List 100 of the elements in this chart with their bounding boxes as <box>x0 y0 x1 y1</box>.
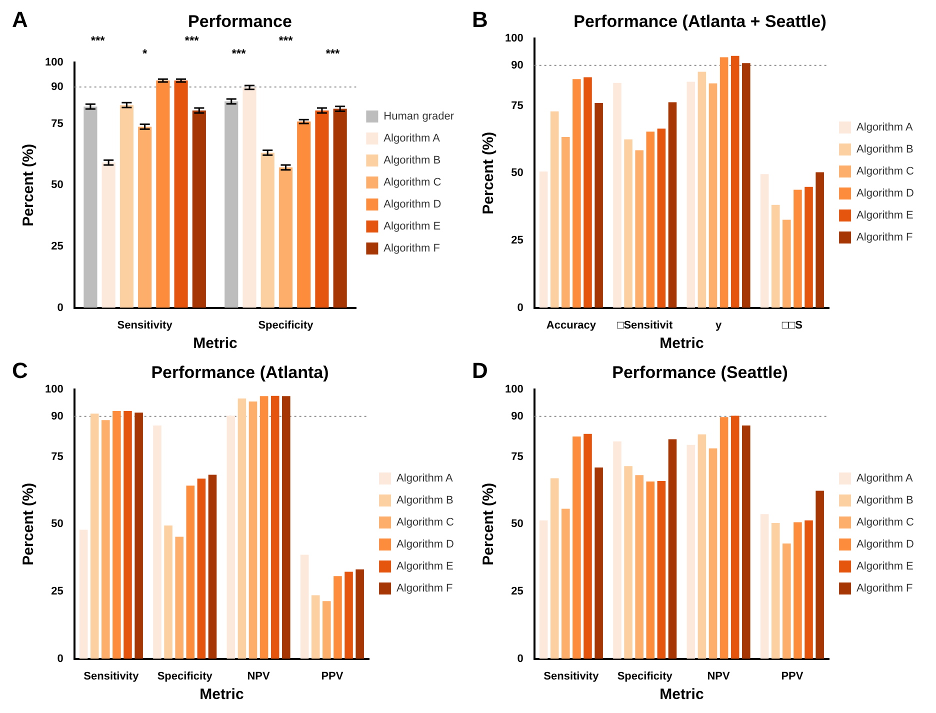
y-tick-label: 25 <box>511 585 524 598</box>
x-axis-title: Metric <box>193 335 238 352</box>
bar <box>562 508 570 659</box>
legend-label: Algorithm B <box>856 144 914 156</box>
legend-label: Algorithm F <box>856 232 914 244</box>
bar <box>668 102 677 308</box>
x-tick-label: Specificity <box>258 319 314 332</box>
legend-label: Algorithm E <box>856 560 914 573</box>
bar <box>270 396 280 659</box>
bar <box>782 220 791 308</box>
bar <box>816 490 824 659</box>
bar <box>646 482 655 659</box>
bar <box>686 444 696 659</box>
y-axis-title: Percent (%) <box>480 482 498 566</box>
bar <box>594 468 603 659</box>
bar <box>322 601 331 659</box>
bar <box>102 420 110 659</box>
legend-label: Algorithm E <box>856 210 914 222</box>
x-tick-label: Accuracy <box>546 319 597 332</box>
legend-label: Algorithm F <box>856 582 914 595</box>
legend-label: Human grader <box>384 110 454 123</box>
bar <box>730 56 740 308</box>
y-tick-label: 75 <box>51 450 64 463</box>
legend-label: Algorithm D <box>396 538 454 551</box>
bar <box>120 105 134 308</box>
bar <box>613 441 622 659</box>
bar <box>238 398 246 659</box>
bar <box>635 150 644 308</box>
bar <box>698 72 706 308</box>
bar <box>624 466 632 659</box>
bar <box>242 87 256 308</box>
bar <box>782 543 791 659</box>
x-tick-label: y <box>715 319 722 332</box>
bar <box>297 122 311 308</box>
y-tick-label: 90 <box>51 80 64 93</box>
bar <box>156 80 170 308</box>
y-tick-label: 75 <box>511 100 524 112</box>
legend-label: Algorithm B <box>384 154 441 167</box>
y-axis-title: Percent (%) <box>480 132 498 214</box>
legend-label: Algorithm E <box>384 220 441 233</box>
bar <box>720 417 728 659</box>
bar <box>720 57 728 308</box>
bar <box>208 474 217 659</box>
bar <box>730 416 740 659</box>
x-tick-label: Specificity <box>617 670 674 682</box>
chart-title: Performance (Seattle) <box>612 362 788 382</box>
bar <box>124 410 132 659</box>
y-axis-title: Percent (%) <box>20 482 38 566</box>
legend-label: Algorithm D <box>856 538 914 551</box>
bar <box>192 110 206 308</box>
y-tick-label: 50 <box>511 167 524 180</box>
bar <box>657 128 666 308</box>
bar <box>572 79 581 308</box>
y-tick-label: 50 <box>51 179 64 192</box>
bar <box>657 480 666 659</box>
text: D <box>472 358 488 384</box>
bar <box>742 63 750 308</box>
bar <box>300 554 309 659</box>
bar <box>760 174 769 308</box>
y-tick-label: 90 <box>511 59 524 72</box>
bar <box>584 434 592 659</box>
bar <box>686 82 696 308</box>
bar <box>550 478 559 659</box>
y-tick-label: 100 <box>44 383 64 396</box>
bar <box>635 475 644 659</box>
y-axis-title: Percent (%) <box>20 144 38 226</box>
y-tick-label: 25 <box>511 234 524 246</box>
bar <box>794 190 802 308</box>
bar <box>84 106 98 308</box>
x-tick-label: Sensitivity <box>117 319 174 332</box>
x-axis-title: Metric <box>660 686 704 704</box>
text: *** <box>278 34 294 48</box>
bar <box>356 569 364 659</box>
bar <box>197 478 206 659</box>
bar <box>134 412 143 659</box>
bar <box>646 132 655 308</box>
x-tick-label: PPV <box>321 670 344 682</box>
legend-label: Algorithm D <box>384 198 442 211</box>
x-axis-title: Metric <box>200 686 244 704</box>
bar <box>771 523 780 659</box>
y-tick-label: 100 <box>504 32 524 44</box>
chart-title: Performance (Atlanta + Seattle) <box>574 12 826 31</box>
legend-label: Algorithm C <box>856 166 914 178</box>
chart-title: Performance <box>188 12 292 31</box>
y-tick-label: 100 <box>44 56 64 68</box>
y-tick-label: 25 <box>51 585 64 598</box>
bar <box>224 101 238 308</box>
legend-label: Algorithm A <box>384 132 441 145</box>
y-tick-label: 90 <box>51 410 64 422</box>
bar <box>668 439 677 659</box>
bar <box>539 171 548 308</box>
x-tick-label: Specificity <box>157 670 214 682</box>
bar <box>174 80 188 308</box>
bar <box>102 162 116 308</box>
x-tick-label: □□S <box>782 319 803 332</box>
bar <box>153 426 162 659</box>
bar <box>708 83 718 308</box>
bar <box>138 126 152 308</box>
bar <box>186 486 195 659</box>
legend-label: Algorithm A <box>396 472 454 485</box>
